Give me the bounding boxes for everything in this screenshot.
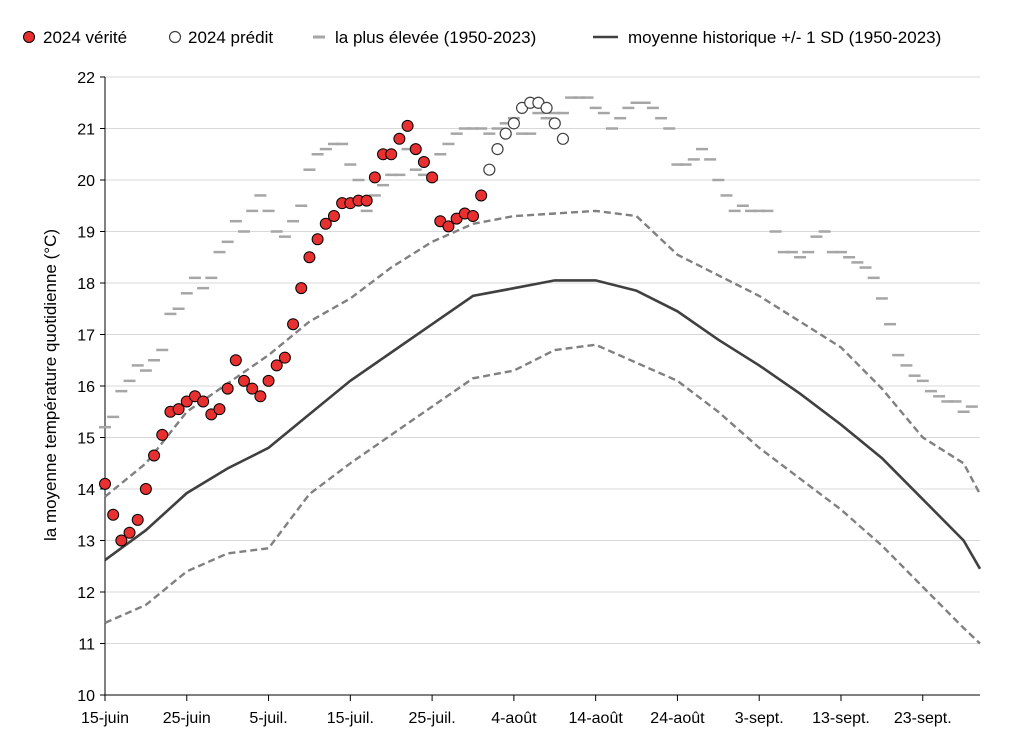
x-tick-label: 23-sept. (894, 710, 952, 727)
truth-point (148, 449, 161, 462)
predicted-point (491, 143, 504, 156)
x-tick-label: 25-juin (163, 710, 211, 727)
y-axis-label: la moyenne température quotidienne (°C) (41, 229, 60, 541)
sd-line (104, 209, 982, 498)
mean-line-group (104, 279, 982, 570)
truth-point (417, 155, 430, 168)
predicted-point (556, 132, 570, 145)
legend-marker-predit (168, 30, 182, 44)
y-tick-label: 15 (77, 431, 95, 448)
truth-point (197, 395, 210, 408)
truth-point (287, 318, 300, 331)
truth-point (442, 220, 455, 233)
truth-point (221, 382, 234, 395)
y-tick-label: 21 (77, 122, 95, 139)
truth-point (311, 233, 324, 246)
predicted-point (507, 117, 520, 130)
x-tick-label: 15-juin (81, 710, 129, 727)
legend-marker-verite (23, 31, 35, 43)
truth-point (360, 194, 373, 207)
truth-point (270, 359, 283, 372)
y-tick-label: 20 (77, 173, 95, 190)
legend-label-highest: la plus élevée (1950-2023) (335, 28, 536, 47)
y-tick-label: 12 (77, 585, 95, 602)
truth-point (115, 534, 128, 547)
axes (100, 76, 980, 701)
truth-point (172, 403, 185, 416)
truth-point (426, 171, 439, 184)
highest-markers (99, 96, 978, 429)
truth-point (213, 403, 226, 416)
x-tick-label: 14-août (569, 710, 624, 727)
y-tick-label: 14 (77, 482, 95, 499)
legend: 2024 vérité 2024 prédit la plus élevée (… (23, 28, 941, 47)
legend-label-mean: moyenne historique +/- 1 SD (1950-2023) (628, 28, 941, 47)
x-tick-label: 24-août (650, 710, 705, 727)
truth-point (139, 483, 152, 495)
mean-line (104, 279, 982, 570)
x-tick-label: 25-juil. (409, 710, 456, 727)
truth-point (409, 143, 422, 156)
x-tick-label: 13-sept. (812, 710, 870, 727)
x-tick-label: 3-sept. (735, 710, 784, 727)
truth-point (131, 513, 144, 526)
y-tick-label: 17 (77, 328, 95, 345)
predicted-point (483, 163, 496, 176)
truth-point (254, 390, 267, 403)
truth-point (156, 428, 169, 441)
truth-point (319, 217, 332, 230)
y-tick-label: 16 (77, 379, 95, 396)
legend-label-verite: 2024 vérité (43, 28, 127, 47)
predicted-point (499, 127, 512, 140)
truth-point (401, 119, 414, 132)
truth-point (262, 374, 275, 387)
y-tick-label: 13 (77, 534, 95, 551)
gridlines (105, 76, 980, 644)
truth-point (385, 148, 398, 161)
truth-point (475, 189, 488, 202)
truth-point (99, 477, 111, 490)
y-tick-label: 10 (77, 688, 95, 705)
x-tick-labels: 15-juin 25-juin 5-juil. 15-juil. 25-juil. 4-a… (81, 710, 952, 727)
truth-point (246, 382, 259, 395)
truth-point (303, 251, 316, 264)
sd-line (104, 343, 981, 645)
predicted-markers (483, 96, 570, 176)
predicted-point (540, 101, 553, 115)
y-tick-label: 11 (78, 637, 95, 654)
truth-point (238, 374, 251, 387)
truth-point (368, 171, 381, 184)
truth-point (107, 508, 120, 521)
predicted-point (548, 117, 561, 130)
x-tick-label: 4-août (491, 710, 537, 727)
sd-lines (104, 209, 982, 645)
truth-point (229, 354, 242, 367)
x-tick-label: 5-juil. (249, 710, 287, 727)
y-tick-label: 18 (77, 276, 95, 293)
truth-markers (99, 119, 488, 547)
truth-point (327, 210, 340, 223)
truth-point (123, 526, 136, 539)
truth-point (466, 210, 479, 223)
truth-point (278, 351, 291, 364)
y-tick-labels: 10 11 12 13 14 15 16 17 18 19 20 21 22 (77, 70, 95, 705)
y-tick-label: 19 (77, 225, 95, 242)
x-tick-label: 15-juil. (327, 710, 374, 727)
legend-label-predit: 2024 prédit (188, 28, 273, 47)
truth-point (295, 282, 308, 295)
truth-point (393, 132, 406, 145)
y-tick-label: 22 (77, 70, 95, 87)
